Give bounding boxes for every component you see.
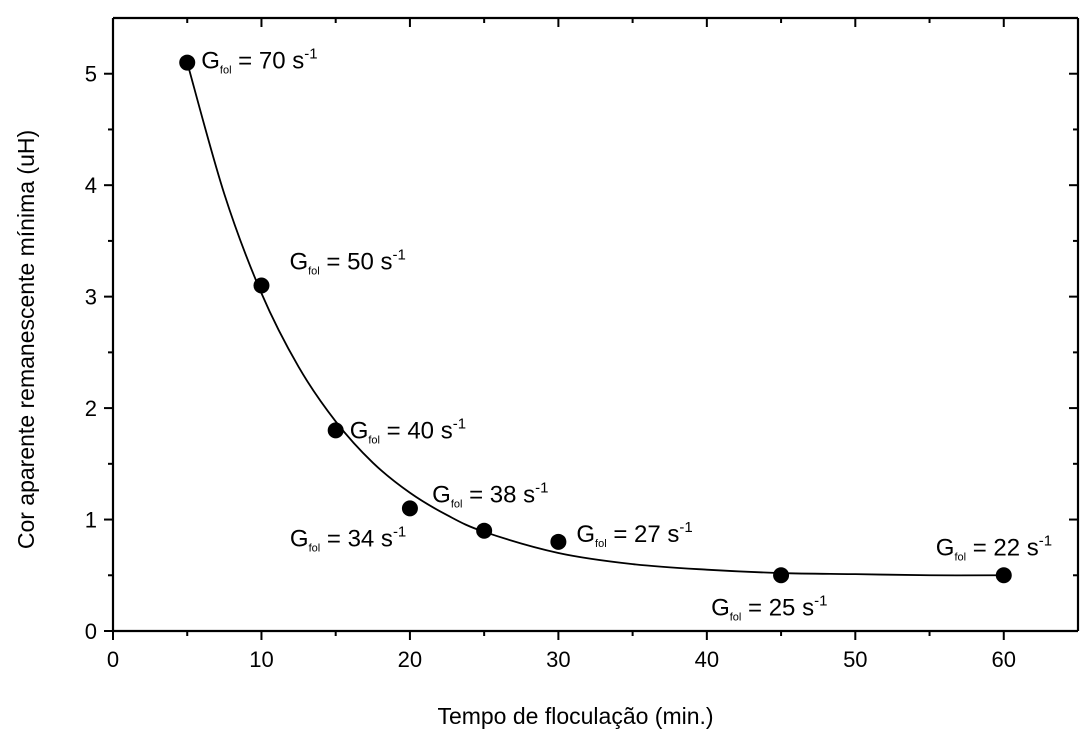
g-fol-annotation: Gfol = 40 s-1 [350,415,466,446]
g-fol-annotation: Gfol = 27 s-1 [576,519,692,550]
axes [111,16,1080,633]
x-tick-label: 30 [546,647,570,672]
y-tick-label: 3 [85,285,97,310]
fit-curve-layer [186,62,1004,577]
x-axis-label: Tempo de floculação (min.) [437,703,713,729]
x-tick-label: 60 [992,647,1016,672]
data-point [179,54,196,71]
g-fol-annotation: Gfol = 34 s-1 [290,523,406,554]
data-point [401,500,418,517]
data-point [773,567,790,584]
fit-curve [186,62,1004,577]
g-fol-annotation: Gfol = 70 s-1 [201,46,317,77]
g-fol-annotation: Gfol = 25 s-1 [711,592,827,623]
g-fol-annotation: Gfol = 50 s-1 [289,246,405,277]
g-fol-annotation: Gfol = 22 s-1 [936,532,1052,563]
y-tick-label: 5 [85,62,97,87]
points-layer [179,54,1012,584]
y-tick-label: 4 [85,173,97,198]
x-tick-label: 50 [843,647,867,672]
x-tick-label: 10 [249,647,273,672]
data-point [253,277,270,294]
x-tick-label: 20 [398,647,422,672]
y-tick-label: 0 [85,619,97,644]
data-point [550,533,567,550]
y-tick-label: 1 [85,508,97,533]
annotations-layer: Gfol = 70 s-1 Gfol = 50 s-1 Gfol = 40 s-1 G… [201,46,1052,624]
data-point [327,422,344,439]
g-fol-annotation: Gfol = 38 s-1 [432,480,548,511]
data-point [995,567,1012,584]
y-tick-label: 2 [85,396,97,421]
data-point [476,522,493,539]
ticks: 0 10 20 30 40 50 60 0 1 2 3 4 5 [85,18,1078,672]
y-axis-label: Cor aparente remanescente mínima (uH) [13,130,39,549]
x-tick-label: 40 [695,647,719,672]
x-tick-label: 0 [107,647,119,672]
